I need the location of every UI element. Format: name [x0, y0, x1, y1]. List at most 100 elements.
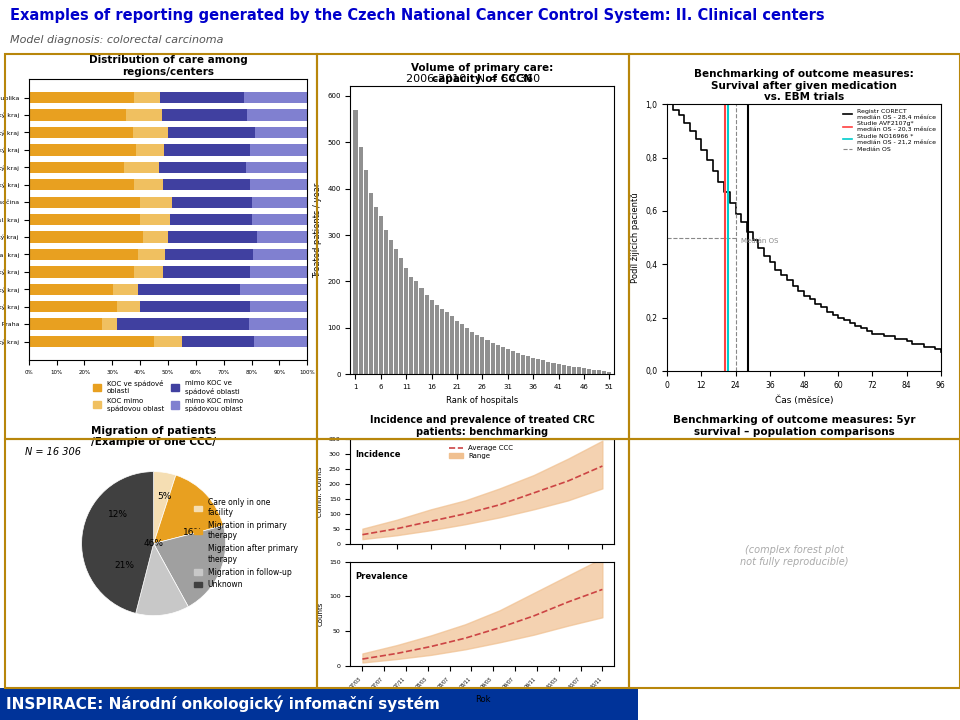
Text: 46%: 46% — [144, 539, 163, 548]
Bar — [466, 328, 469, 374]
Bar — [29, 284, 113, 295]
Bar — [572, 366, 576, 374]
Text: 21%: 21% — [115, 561, 134, 570]
Bar — [587, 369, 591, 374]
Bar — [597, 370, 601, 374]
X-axis label: Čas (měsíce): Čas (měsíce) — [775, 395, 833, 405]
Bar — [541, 361, 545, 374]
Bar — [526, 356, 530, 374]
Bar — [117, 301, 139, 312]
Bar — [358, 147, 363, 374]
Wedge shape — [82, 472, 154, 613]
Bar — [394, 249, 398, 374]
Bar — [602, 371, 607, 374]
Bar — [29, 318, 102, 330]
Bar — [138, 284, 240, 295]
Bar — [134, 266, 163, 277]
Wedge shape — [154, 475, 224, 544]
Bar — [404, 268, 408, 374]
Bar — [29, 231, 143, 243]
Bar — [113, 284, 138, 295]
Bar — [170, 214, 252, 225]
Bar — [125, 162, 159, 173]
Bar — [182, 336, 253, 347]
Bar — [486, 340, 490, 374]
Bar — [415, 282, 419, 374]
Bar — [29, 197, 140, 208]
Bar — [29, 127, 133, 138]
Bar — [29, 266, 134, 277]
Bar — [29, 301, 117, 312]
Bar — [29, 214, 140, 225]
Bar — [429, 300, 434, 374]
Bar — [470, 332, 474, 374]
Bar — [420, 289, 423, 374]
Bar — [29, 336, 154, 347]
Bar — [389, 240, 393, 374]
Bar — [440, 310, 444, 374]
Bar — [506, 349, 510, 374]
Bar — [480, 337, 485, 374]
Bar — [163, 266, 250, 277]
Wedge shape — [154, 472, 176, 544]
Bar — [491, 343, 494, 374]
Bar — [455, 321, 459, 374]
Title: Volume of primary care:
capacity of CCCN: Volume of primary care: capacity of CCCN — [411, 63, 554, 84]
Bar — [384, 230, 388, 374]
Bar — [136, 144, 164, 156]
Bar — [551, 363, 556, 374]
Text: (complex forest plot
not fully reproducible): (complex forest plot not fully reproduci… — [740, 546, 849, 567]
Bar — [164, 144, 251, 156]
Title: Benchmarking of outcome measures: 5yr
survival – population comparisons: Benchmarking of outcome measures: 5yr su… — [673, 415, 916, 437]
Bar — [521, 355, 525, 374]
Bar — [501, 348, 505, 374]
Wedge shape — [135, 544, 188, 616]
Bar — [409, 277, 414, 374]
Bar — [29, 144, 136, 156]
Bar — [373, 207, 378, 374]
Bar — [162, 109, 247, 121]
Bar — [531, 358, 536, 374]
Bar — [460, 324, 464, 374]
Text: INSPIRACE: Národní onkologický infomační systém: INSPIRACE: Národní onkologický infomační… — [7, 696, 441, 712]
Bar — [251, 301, 307, 312]
Y-axis label: Treated patients / year: Treated patients / year — [313, 183, 322, 278]
Bar — [252, 214, 307, 225]
Bar — [117, 318, 249, 330]
Bar — [475, 335, 479, 374]
Bar — [29, 179, 134, 190]
Bar — [168, 231, 256, 243]
Bar — [140, 214, 170, 225]
Bar — [172, 197, 252, 208]
Title: Incidence and prevalence of treated CRC
patients: benchmarking: Incidence and prevalence of treated CRC … — [370, 415, 595, 437]
Bar — [29, 92, 134, 103]
Text: 12%: 12% — [108, 510, 128, 519]
Bar — [353, 109, 357, 374]
Bar — [249, 318, 307, 330]
Bar — [546, 362, 550, 374]
Bar — [163, 179, 250, 190]
Bar — [566, 366, 571, 374]
Bar — [29, 109, 126, 121]
Bar — [592, 370, 596, 374]
Bar — [133, 127, 168, 138]
Bar — [250, 179, 307, 190]
Bar — [557, 364, 561, 374]
Bar — [29, 249, 138, 260]
Legend: Registr CORECT
medián OS - 28,4 měsíce, Studie AVF2107g*
medián OS - 20,3 měsíce: Registr CORECT medián OS - 28,4 měsíce, … — [842, 107, 938, 153]
Text: Medián OS: Medián OS — [741, 238, 779, 244]
Bar — [29, 162, 125, 173]
Bar — [399, 258, 403, 374]
Bar — [369, 193, 372, 374]
Bar — [247, 109, 307, 121]
Wedge shape — [154, 526, 226, 607]
Title: Benchmarking of outcome measures:
Survival after given medication
vs. EBM trials: Benchmarking of outcome measures: Surviv… — [694, 69, 914, 102]
Bar — [102, 318, 117, 330]
Text: Prevalence: Prevalence — [355, 572, 408, 581]
Bar — [252, 197, 307, 208]
Bar — [247, 162, 307, 173]
Bar — [379, 217, 383, 374]
Text: 5%: 5% — [157, 492, 172, 501]
Text: Examples of reporting generated by the Czech National Cancer Control System: II.: Examples of reporting generated by the C… — [10, 7, 825, 22]
Bar — [511, 351, 515, 374]
